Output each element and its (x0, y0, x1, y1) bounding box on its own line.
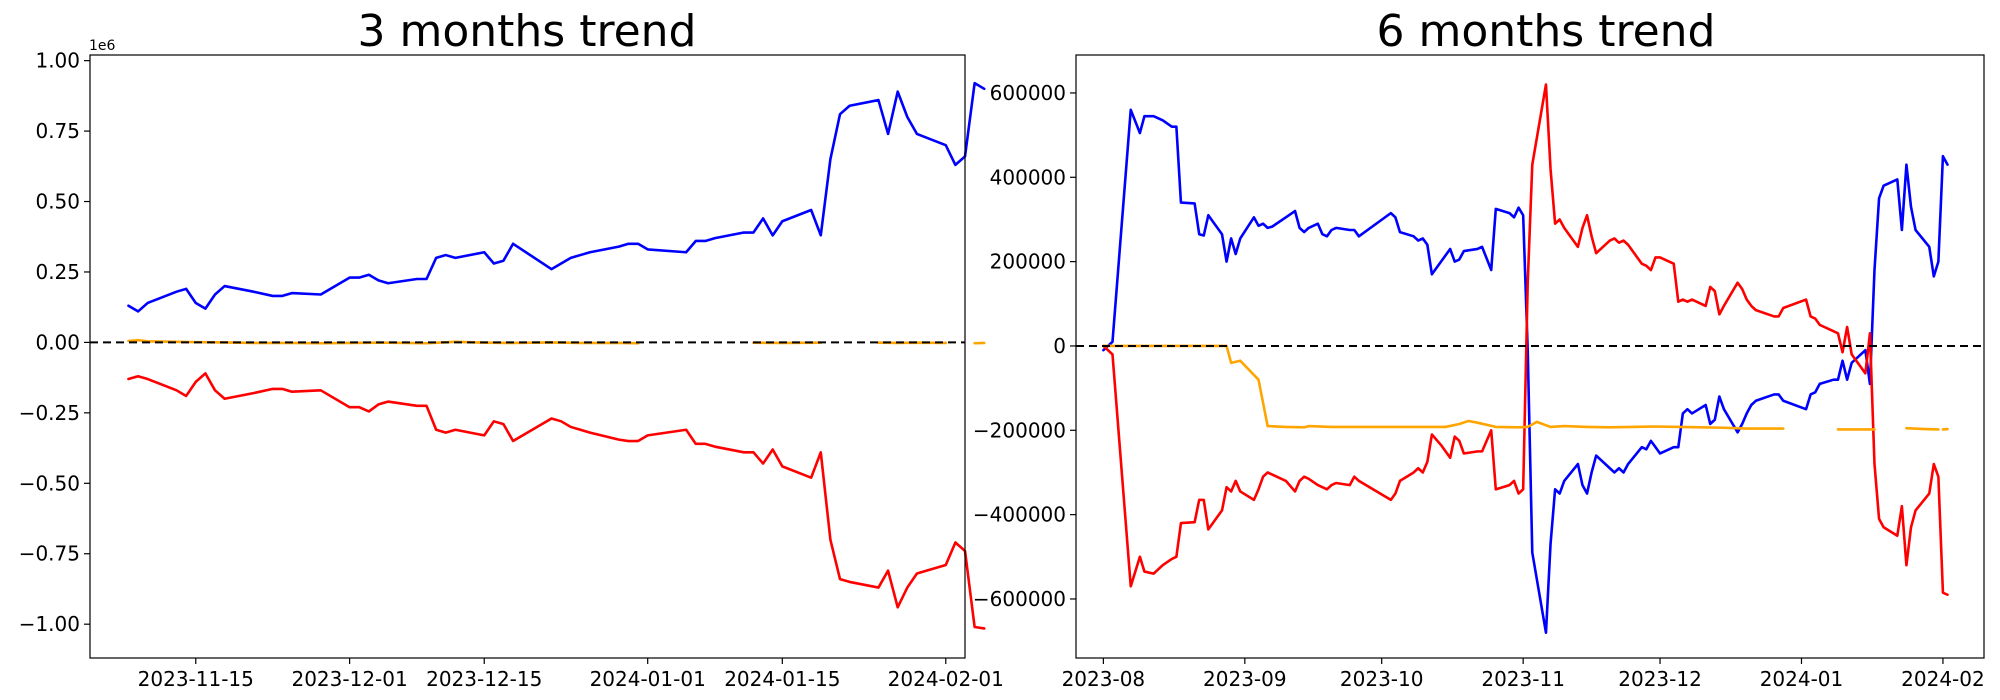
x-tick-label: 2023-11 (1481, 667, 1565, 691)
x-tick-label: 2023-12 (1618, 667, 1702, 691)
y-tick-label: −0.25 (19, 401, 80, 425)
y-tick-label: 400000 (990, 165, 1066, 189)
x-tick-label: 2023-10 (1340, 667, 1424, 691)
plot-frame (1075, 54, 1985, 659)
chart-3-months: 3 months trend 1e6 1.00 0.75 0.50 0.25 0.00 −… (19, 6, 1004, 691)
y-tick-label: 0.75 (35, 119, 80, 143)
series-1-line (127, 372, 986, 630)
plot-frame (89, 54, 966, 659)
series-0-line (1102, 108, 1949, 634)
series-1-line (1102, 83, 1949, 597)
y-tick-label: −400000 (973, 503, 1066, 527)
y-tick-label: −0.75 (19, 542, 80, 566)
x-tick-label: 2024-01-01 (590, 667, 706, 691)
y-tick-label: 200000 (990, 250, 1066, 274)
chart-title: 3 months trend (358, 6, 697, 57)
x-tick-label: 2023-12-01 (291, 667, 407, 691)
series-0-line (127, 81, 986, 313)
y-tick-label: −200000 (973, 418, 1066, 442)
x-tick-label: 2023-09 (1203, 667, 1287, 691)
x-tick-label: 2024-01 (1760, 667, 1844, 691)
y-tick-label: −0.50 (19, 471, 80, 495)
x-tick-label: 2023-08 (1062, 667, 1146, 691)
chart-title: 6 months trend (1377, 6, 1716, 57)
x-tick-label: 2023-12-15 (426, 667, 542, 691)
x-tick-label: 2024-02-01 (888, 667, 1004, 691)
y-tick-label: 0 (1053, 334, 1066, 358)
series-2-line-segment-0 (1102, 344, 1785, 430)
series-2-line-segment-2 (1905, 426, 1940, 431)
y-tick-label: −1.00 (19, 612, 80, 636)
chart-6-months: 6 months trend 600000 400000 200000 0 −20000… (973, 6, 1985, 691)
x-tick-label: 2024-01-15 (724, 667, 840, 691)
y-tick-label: 0.25 (35, 260, 80, 284)
y-tick-label: 1.00 (35, 49, 80, 73)
x-tick-label: 2023-11-15 (138, 667, 254, 691)
y-tick-label: 0.50 (35, 190, 80, 214)
y-axis-multiplier: 1e6 (89, 38, 116, 54)
y-tick-label: 600000 (990, 81, 1066, 105)
y-tick-label: 0.00 (35, 330, 80, 354)
x-tick-label: 2024-02 (1901, 667, 1985, 691)
y-tick-label: −600000 (973, 587, 1066, 611)
